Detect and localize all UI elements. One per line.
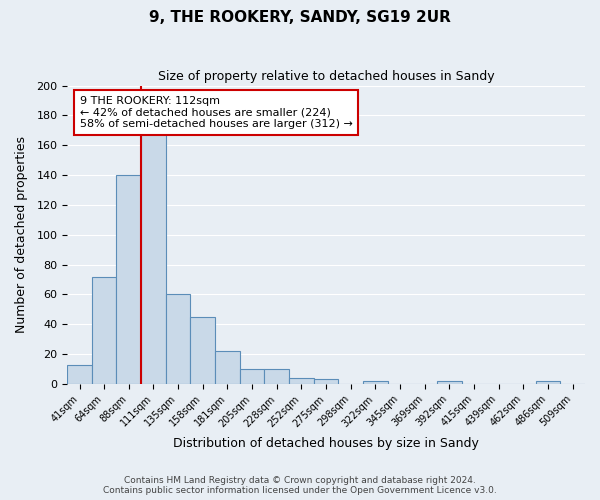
Y-axis label: Number of detached properties: Number of detached properties [15, 136, 28, 333]
Text: 9, THE ROOKERY, SANDY, SG19 2UR: 9, THE ROOKERY, SANDY, SG19 2UR [149, 10, 451, 25]
Bar [67, 364, 92, 384]
Bar [289, 378, 314, 384]
Bar [190, 317, 215, 384]
Text: 9 THE ROOKERY: 112sqm
← 42% of detached houses are smaller (224)
58% of semi-det: 9 THE ROOKERY: 112sqm ← 42% of detached … [80, 96, 352, 129]
Bar [166, 294, 190, 384]
Text: Contains HM Land Registry data © Crown copyright and database right 2024.
Contai: Contains HM Land Registry data © Crown c… [103, 476, 497, 495]
Bar [240, 369, 265, 384]
Bar [215, 351, 240, 384]
Bar [116, 175, 141, 384]
X-axis label: Distribution of detached houses by size in Sandy: Distribution of detached houses by size … [173, 437, 479, 450]
Bar [265, 369, 289, 384]
Bar [437, 381, 462, 384]
Bar [314, 380, 338, 384]
Bar [92, 276, 116, 384]
Bar [141, 134, 166, 384]
Bar [536, 381, 560, 384]
Title: Size of property relative to detached houses in Sandy: Size of property relative to detached ho… [158, 70, 494, 83]
Bar [363, 381, 388, 384]
